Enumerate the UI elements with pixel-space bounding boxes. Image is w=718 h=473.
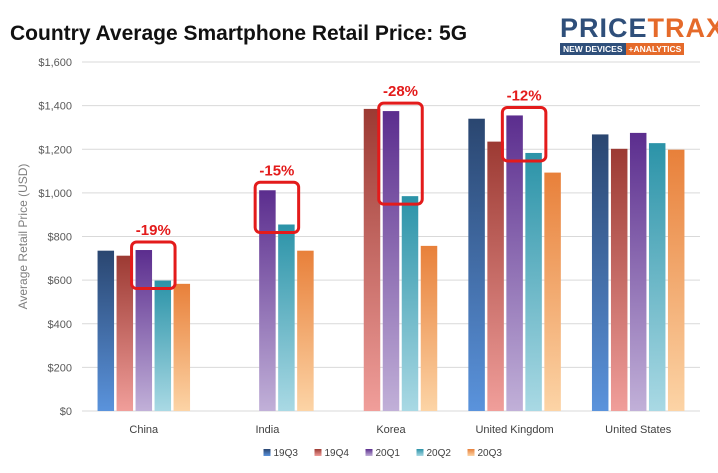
logo-wordmark: PRICETRAX [560, 13, 718, 43]
legend-swatch-20q2 [416, 449, 424, 456]
x-tick-label: India [255, 424, 280, 436]
annotation-label: -28% [383, 83, 418, 100]
annotation-label: -19% [136, 222, 171, 239]
bar-19q4-united-kingdom [487, 141, 504, 411]
annotation-box [377, 101, 424, 206]
annotation-label: -12% [507, 87, 542, 104]
y-tick-label: $600 [48, 275, 72, 287]
annotation-box [500, 105, 548, 163]
logo-tagline-new-devices: NEW DEVICES [560, 43, 626, 55]
legend-label-19q4: 19Q4 [325, 448, 350, 459]
bar-20q2-united-kingdom [525, 152, 542, 411]
x-tick-label: China [129, 424, 159, 436]
legend-swatch-20q3 [467, 449, 475, 456]
y-tick-label: $0 [60, 406, 72, 418]
y-tick-label: $1,200 [38, 144, 72, 156]
bar-20q3-india [297, 250, 314, 411]
legend-swatch-19q3 [263, 449, 271, 456]
bar-20q2-china [154, 280, 172, 411]
logo-part-trax: TRAX [647, 13, 718, 43]
x-tick-label: United Kingdom [475, 424, 553, 436]
x-tick-label: United States [605, 424, 672, 436]
legend-swatch-19q4 [314, 449, 322, 456]
chart-title: Country Average Smartphone Retail Price:… [10, 22, 468, 45]
y-tick-label: $1,000 [38, 188, 72, 200]
logo-part-price: PRICE [560, 13, 648, 43]
bar-20q3-korea [420, 245, 438, 411]
legend-label-19q3: 19Q3 [274, 448, 299, 459]
bar-19q3-united-states [591, 134, 609, 412]
bar-19q3-united-kingdom [468, 118, 485, 412]
logo-tagline: NEW DEVICES +ANALYTICS [560, 43, 708, 55]
legend-label-20q2: 20Q2 [427, 448, 452, 459]
y-tick-label: $1,600 [38, 57, 72, 69]
annotation-label: -15% [259, 162, 294, 179]
bar-20q1-united-states [629, 132, 647, 411]
bar-20q3-china [173, 283, 191, 411]
annotation-box [253, 180, 301, 235]
bar-20q1-india [259, 190, 276, 411]
bar-20q1-china [135, 250, 153, 411]
bar-20q2-korea [401, 196, 419, 411]
bar-20q2-united-states [648, 143, 666, 411]
bar-20q1-united-kingdom [506, 115, 523, 412]
bar-20q1-korea [382, 111, 400, 411]
legend-label-20q3: 20Q3 [478, 448, 503, 459]
bar-20q3-united-kingdom [544, 172, 561, 411]
bar-20q2-india [278, 224, 295, 411]
legend-swatch-20q1 [365, 449, 373, 456]
y-tick-label: $800 [48, 232, 72, 244]
bar-19q4-united-states [610, 148, 628, 411]
y-tick-label: $200 [48, 362, 72, 374]
bar-19q3-china [97, 250, 115, 411]
logo-tagline-analytics: +ANALYTICS [625, 43, 685, 55]
annotation-box [130, 240, 177, 291]
x-tick-label: Korea [376, 424, 406, 436]
y-tick-label: $400 [48, 319, 72, 331]
pricetrax-logo: PRICETRAX NEW DEVICES +ANALYTICS [560, 13, 718, 56]
bar-20q3-united-states [667, 149, 685, 411]
y-tick-label: $1,400 [38, 101, 72, 113]
y-axis-label: Average Retail Price (USD) [16, 164, 30, 310]
legend-label-20q1: 20Q1 [376, 448, 401, 459]
bar-19q4-china [116, 255, 134, 411]
bar-19q4-korea [363, 108, 381, 411]
